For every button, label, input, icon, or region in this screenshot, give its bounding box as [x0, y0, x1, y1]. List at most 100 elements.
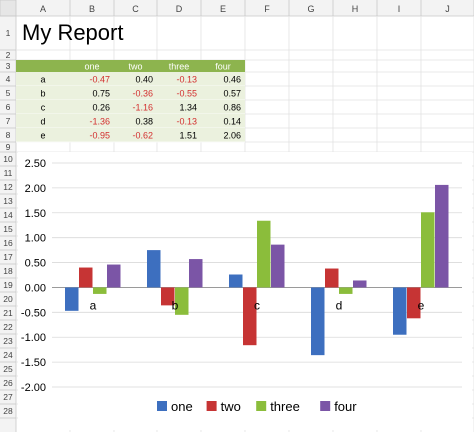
table-cell[interactable]: -0.13 [176, 75, 197, 85]
row-header-7[interactable]: 7 [6, 116, 11, 126]
bar-three-d[interactable] [339, 287, 353, 294]
column-header-i[interactable]: I [398, 4, 401, 14]
row-header-12[interactable]: 12 [3, 182, 13, 192]
bar-three-a[interactable] [93, 287, 107, 294]
column-header-e[interactable]: E [220, 4, 226, 14]
table-cell[interactable]: 1.34 [179, 103, 197, 113]
table-row-label[interactable]: d [40, 117, 45, 127]
table-cell[interactable]: 0.40 [135, 75, 153, 85]
row-header-14[interactable]: 14 [3, 210, 13, 220]
table-row-bg [16, 128, 245, 142]
row-header-8[interactable]: 8 [6, 130, 11, 140]
bar-two-e[interactable] [407, 287, 421, 319]
bar-four-e[interactable] [435, 184, 449, 288]
row-header-22[interactable]: 22 [3, 322, 13, 332]
column-header-h[interactable]: H [352, 4, 359, 14]
row-header-16[interactable]: 16 [3, 238, 13, 248]
table-cell[interactable]: 0.57 [223, 89, 241, 99]
y-tick-label: -1.50 [21, 357, 46, 369]
bar-one-d[interactable] [311, 287, 325, 356]
table-cell[interactable]: -1.16 [132, 103, 153, 113]
bar-four-a[interactable] [107, 264, 121, 288]
table-cell[interactable]: 0.26 [92, 103, 110, 113]
row-header-6[interactable]: 6 [6, 102, 11, 112]
row-header-23[interactable]: 23 [3, 336, 13, 346]
bar-two-c[interactable] [243, 287, 257, 346]
table-cell[interactable]: 0.46 [223, 75, 241, 85]
column-header-c[interactable]: C [132, 4, 139, 14]
table-cell[interactable]: -0.55 [176, 89, 197, 99]
column-header-f[interactable]: F [264, 4, 270, 14]
row-header-25[interactable]: 25 [3, 364, 13, 374]
bar-three-e[interactable] [421, 212, 435, 288]
row-header-18[interactable]: 18 [3, 266, 13, 276]
table-header-two[interactable]: two [128, 62, 142, 72]
y-tick-label: 2.00 [25, 183, 46, 195]
row-headers: 1234567891011121314151617181920212223242… [0, 16, 17, 432]
table-cell[interactable]: -0.36 [132, 89, 153, 99]
row-header-21[interactable]: 21 [3, 308, 13, 318]
table-cell[interactable]: -1.36 [89, 117, 110, 127]
data-table: one two three four a -0.47 0.40 -0.13 0.46 b 0.75 -… [16, 60, 245, 143]
table-row-label[interactable]: e [40, 131, 45, 141]
column-header-j[interactable]: J [445, 4, 450, 14]
row-header-27[interactable]: 27 [3, 392, 13, 402]
bar-one-c[interactable] [229, 274, 243, 288]
bar-two-a[interactable] [79, 267, 93, 288]
table-cell[interactable]: -0.13 [176, 117, 197, 127]
column-header-g[interactable]: G [307, 4, 314, 14]
table-row-label[interactable]: b [40, 89, 45, 99]
select-all-corner[interactable] [0, 0, 17, 17]
table-cell[interactable]: 0.75 [92, 89, 110, 99]
row-header-10[interactable]: 10 [3, 154, 13, 164]
row-header-11[interactable]: 11 [4, 168, 13, 178]
row-header-4[interactable]: 4 [6, 74, 11, 84]
row-header-1[interactable]: 1 [6, 28, 11, 38]
bar-one-b[interactable] [147, 250, 161, 288]
row-header-28[interactable]: 28 [3, 406, 13, 416]
table-row-label[interactable]: c [41, 103, 46, 113]
table-header-three[interactable]: three [169, 62, 190, 72]
column-header-b[interactable]: B [89, 4, 95, 14]
y-tick-label: 0.00 [25, 282, 46, 294]
bar-four-c[interactable] [271, 244, 285, 288]
row-header-2[interactable]: 2 [6, 50, 11, 60]
report-title[interactable]: My Report [22, 20, 123, 45]
row-header-13[interactable]: 13 [3, 196, 13, 206]
table-cell[interactable]: -0.62 [132, 131, 153, 141]
table-cell[interactable]: 2.06 [223, 131, 241, 141]
row-header-19[interactable]: 19 [3, 280, 13, 290]
bar-four-b[interactable] [189, 259, 203, 288]
y-tick-label: 2.50 [25, 158, 46, 170]
x-category-label-d: d [336, 298, 343, 312]
bar-one-a[interactable] [65, 287, 79, 311]
table-cell[interactable]: -0.95 [89, 131, 110, 141]
row-header-5[interactable]: 5 [6, 88, 11, 98]
bar-two-b[interactable] [161, 287, 175, 306]
table-header-one[interactable]: one [84, 62, 99, 72]
column-header-d[interactable]: D [176, 4, 183, 14]
bar-two-d[interactable] [325, 268, 339, 288]
bar-three-c[interactable] [257, 220, 271, 288]
column-header-a[interactable]: A [40, 4, 46, 14]
row-header-17[interactable]: 17 [3, 252, 13, 262]
row-header-3[interactable]: 3 [6, 61, 11, 71]
table-cell[interactable]: -0.47 [89, 75, 110, 85]
bar-three-b[interactable] [175, 287, 189, 315]
table-cell[interactable]: 0.38 [135, 117, 153, 127]
row-header-9[interactable]: 9 [6, 142, 11, 152]
table-cell[interactable]: 0.14 [223, 117, 241, 127]
row-header-24[interactable]: 24 [3, 350, 13, 360]
row-header-20[interactable]: 20 [3, 294, 13, 304]
row-header-15[interactable]: 15 [3, 224, 13, 234]
y-tick-label: -0.50 [21, 307, 46, 319]
bar-four-d[interactable] [353, 280, 367, 288]
table-cell[interactable]: 0.86 [223, 103, 241, 113]
table-header-four[interactable]: four [215, 62, 231, 72]
y-tick-label: 0.50 [25, 258, 46, 270]
table-row-label[interactable]: a [40, 75, 45, 85]
table-cell[interactable]: 1.51 [179, 131, 197, 141]
bar-chart[interactable]: 2.50 2.00 1.50 1.00 0.50 0.00 -0.50 -1.00 -1.50 -… [18, 152, 472, 430]
row-header-26[interactable]: 26 [3, 378, 13, 388]
bar-one-e[interactable] [393, 287, 407, 335]
